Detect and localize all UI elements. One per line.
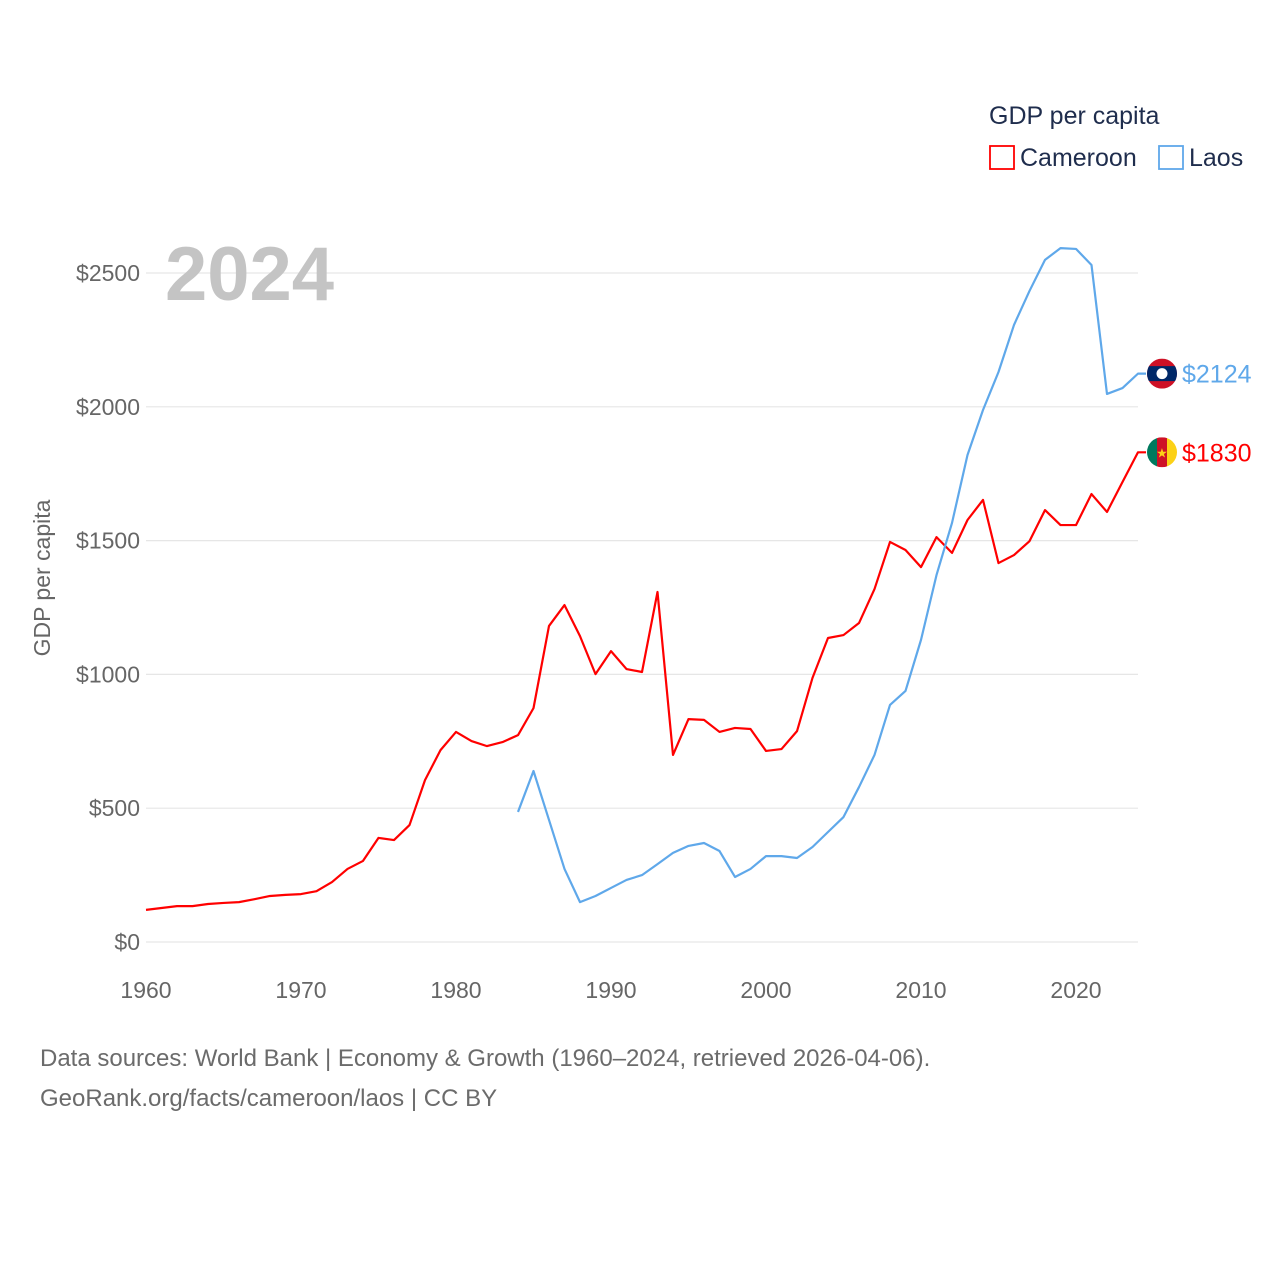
y-tick-label: $2500	[76, 260, 140, 286]
x-tick-label: 1970	[275, 977, 326, 1003]
y-tick-label: $2000	[76, 394, 140, 420]
flag-yellow	[1167, 437, 1177, 468]
flag-body	[1147, 358, 1177, 389]
y-tick-label: $0	[114, 929, 140, 955]
flag-red	[1157, 437, 1167, 468]
x-tick-label: 1980	[430, 977, 481, 1003]
x-tick-label: 1960	[120, 977, 171, 1003]
x-tick-label: 2010	[895, 977, 946, 1003]
footer-link[interactable]: GeoRank.org/facts/cameroon/laos | CC BY	[40, 1085, 498, 1112]
x-tick-label: 2000	[740, 977, 791, 1003]
legend-label-laos: Laos	[1189, 144, 1243, 172]
legend-swatch-cameroon	[989, 145, 1015, 170]
flag-green	[1147, 437, 1157, 468]
end-value-label: $2124	[1182, 361, 1252, 389]
flag-body: ★	[1147, 437, 1177, 468]
legend-label-cameroon: Cameroon	[1020, 144, 1137, 172]
end-value-label: $1830	[1182, 439, 1252, 467]
y-tick-label: $1000	[76, 661, 140, 687]
y-axis-label: GDP per capita	[29, 499, 55, 656]
flag-star: ★	[1156, 445, 1168, 460]
series-line-cameroon	[145, 451, 1146, 911]
x-tick-label: 1990	[585, 977, 636, 1003]
series-line-laos	[516, 247, 1146, 904]
year-watermark: 2024	[165, 232, 334, 317]
laos-flag-icon	[1147, 358, 1177, 389]
x-tick-label: 2020	[1050, 977, 1101, 1003]
cameroon-flag-icon: ★	[1147, 437, 1177, 468]
legend-title: GDP per capita	[989, 102, 1160, 130]
legend-swatch-laos	[1158, 145, 1184, 170]
y-tick-label: $1500	[76, 528, 140, 554]
footer-sources: Data sources: World Bank | Economy & Gro…	[40, 1045, 931, 1072]
flag-moon	[1156, 368, 1168, 380]
y-tick-label: $500	[89, 795, 140, 821]
